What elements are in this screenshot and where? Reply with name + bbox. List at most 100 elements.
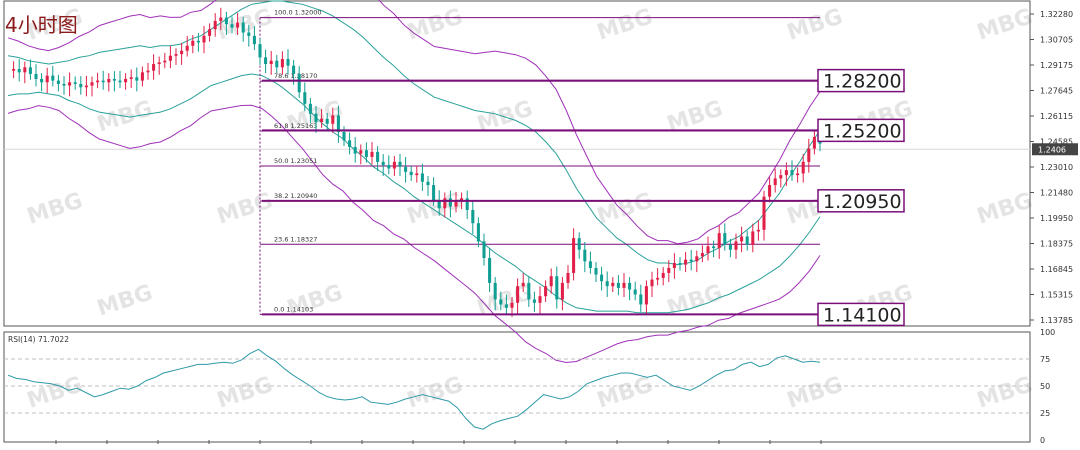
candle-body (784, 170, 788, 176)
current-price-label: 1.2406 (1038, 145, 1066, 154)
candle-body (521, 282, 525, 287)
candle-body (297, 73, 301, 93)
candle-body (695, 256, 699, 262)
price-tick-label: 1.30705 (1040, 36, 1073, 45)
candle-body (101, 80, 105, 83)
chart-title: 4小时图 (5, 13, 78, 37)
price-tick-label: 1.16845 (1040, 265, 1073, 274)
candle-body (488, 258, 492, 283)
candle-body (180, 50, 184, 55)
candle-body (163, 60, 167, 63)
price-axis: 1.32280 1.30705 1.29175 1.27645 1.26115 1.245… (55, 10, 1078, 444)
candle-body (420, 173, 424, 182)
key-level-box (817, 118, 905, 143)
candle-body (572, 238, 576, 273)
candle-body (801, 161, 805, 174)
candle-body (745, 236, 749, 245)
candle-body (342, 132, 346, 141)
candle-body (510, 302, 514, 308)
candle-body (308, 103, 312, 114)
candle-body (275, 60, 279, 68)
candle-body (202, 35, 206, 43)
candle-body (493, 282, 497, 300)
fib-level-label: 50.0 1.23051 (274, 157, 317, 165)
price-tick-label: 1.18375 (1040, 240, 1073, 249)
candle-body (140, 72, 144, 81)
candle-body (398, 161, 402, 167)
candle-body (364, 150, 368, 157)
grid-layer (3, 0, 1031, 443)
candle-body (661, 272, 665, 278)
candle-body (622, 282, 626, 288)
candle-body (790, 170, 794, 176)
candle-body (538, 296, 542, 303)
candle-body (812, 136, 816, 149)
candlestick-series (12, 7, 822, 317)
fib-level-label: 78.6 1.28170 (274, 72, 317, 80)
candle-body (224, 17, 228, 25)
candle-body (196, 40, 200, 43)
key-level-label: 1.14100 (823, 304, 902, 326)
candle-body (34, 73, 38, 79)
candle-body (549, 276, 553, 287)
candle-body (269, 60, 273, 65)
candle-body (426, 181, 430, 186)
rsi-tick-label: 75 (1040, 355, 1050, 364)
price-tick-label: 1.15315 (1040, 291, 1073, 300)
candle-body (348, 140, 352, 147)
candle-body (62, 83, 66, 86)
rsi-line (7, 348, 821, 430)
candle-body (756, 229, 760, 232)
candle-body (751, 231, 755, 245)
candle-body (157, 62, 161, 65)
candle-body (605, 281, 609, 287)
candle-body (678, 262, 682, 265)
candle-body (633, 289, 637, 295)
candle-body (611, 282, 615, 287)
candle-body (684, 259, 688, 265)
candle-body (353, 146, 357, 154)
candle-body (807, 148, 811, 162)
bollinger-inner-lower (7, 73, 821, 314)
candle-body (404, 166, 408, 172)
candle-body (79, 83, 83, 88)
candle-body (23, 67, 27, 73)
fib-level-label: 38.2 1.20940 (274, 192, 317, 200)
candle-body (331, 115, 335, 124)
candle-body (700, 253, 704, 257)
candle-body (650, 279, 654, 287)
candle-body (762, 196, 766, 230)
candle-body (544, 286, 548, 297)
candle-body (185, 45, 189, 51)
candle-body (146, 70, 150, 73)
candle-body (40, 78, 44, 83)
candle-body (689, 259, 693, 262)
candle-body (292, 65, 296, 74)
candle-body (236, 22, 240, 28)
candle-body (588, 261, 592, 268)
fib-level-label: 100.0 1.32000 (274, 9, 322, 17)
candle-body (600, 274, 604, 282)
candle-body (258, 44, 262, 58)
candle-body (303, 92, 307, 104)
candle-body (135, 77, 139, 81)
candle-body (723, 233, 727, 245)
candle-body (656, 277, 660, 280)
candle-body (336, 115, 340, 133)
rsi-tick-label: 0 (1040, 436, 1045, 445)
fib-level-label: 0.0 1.14103 (274, 305, 313, 313)
candle-body (264, 57, 268, 65)
candle-body (644, 286, 648, 305)
candle-body (286, 59, 290, 66)
price-tick-label: 1.23010 (1040, 163, 1073, 172)
candle-body (740, 236, 744, 242)
candle-body (527, 282, 531, 300)
candle-body (68, 82, 72, 86)
candle-body (454, 201, 458, 207)
candle-body (84, 85, 88, 88)
candle-body (129, 77, 133, 79)
price-tick-label: 1.26115 (1040, 112, 1073, 121)
rsi-panel-frame (3, 331, 1031, 443)
